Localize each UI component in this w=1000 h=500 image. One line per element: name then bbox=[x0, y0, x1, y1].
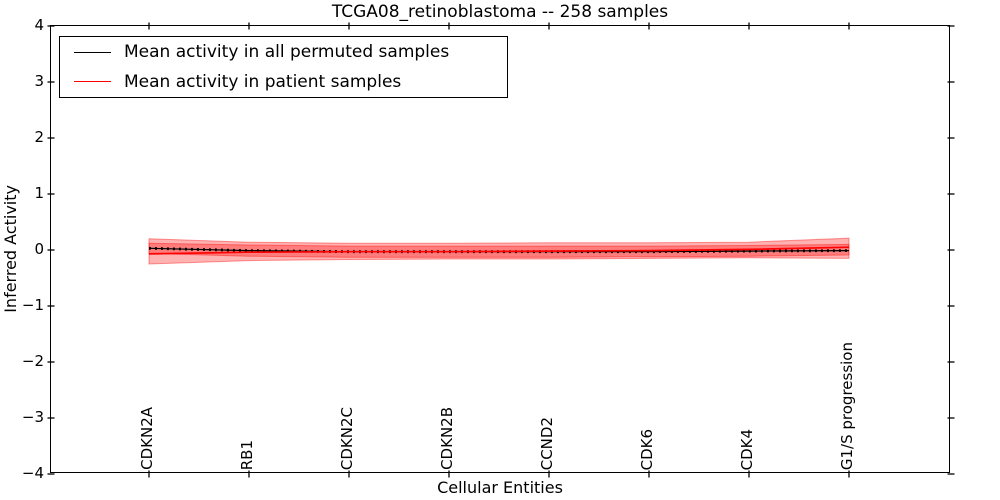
legend-label-permuted: Mean activity in all permuted samples bbox=[124, 42, 450, 63]
y-tick-label: −3 bbox=[21, 408, 44, 426]
y-tick-label: 3 bbox=[34, 72, 44, 90]
plot-area bbox=[47, 22, 955, 478]
legend-row-patient: Mean activity in patient samples bbox=[60, 67, 507, 96]
y-tick-label: 1 bbox=[34, 184, 44, 202]
x-axis-label: Cellular Entities bbox=[437, 478, 563, 497]
band-permuted-samples-spread bbox=[148, 242, 850, 258]
legend-line-sample-black bbox=[74, 51, 111, 53]
x-tick-label: CDKN2B bbox=[438, 407, 456, 470]
series-line-patient bbox=[148, 246, 850, 255]
y-tick-label: 4 bbox=[34, 16, 44, 34]
legend: Mean activity in all permuted samples Me… bbox=[59, 36, 508, 98]
x-tick-label: CCND2 bbox=[538, 416, 556, 470]
legend-label-patient: Mean activity in patient samples bbox=[124, 71, 402, 92]
y-tick-label: −2 bbox=[21, 352, 44, 370]
chart-title: TCGA08_retinoblastoma -- 258 samples bbox=[331, 2, 669, 22]
x-tick-label: G1/S progression bbox=[838, 341, 856, 470]
y-tick-label: −1 bbox=[21, 296, 44, 314]
legend-line-sample-red bbox=[74, 81, 111, 83]
y-tick-label: 0 bbox=[34, 240, 44, 258]
plot-svg bbox=[47, 22, 955, 478]
legend-row-permuted: Mean activity in all permuted samples bbox=[60, 38, 507, 67]
series-markers-permuted bbox=[148, 246, 850, 254]
y-tick-label: 2 bbox=[34, 128, 44, 146]
x-tick-label: CDKN2A bbox=[138, 407, 156, 470]
x-tick-label: CDK4 bbox=[738, 428, 756, 470]
y-tick-label: −4 bbox=[21, 464, 44, 482]
x-tick-label: CDKN2C bbox=[338, 406, 356, 470]
x-tick-label: CDK6 bbox=[638, 428, 656, 470]
x-tick-label: RB1 bbox=[238, 439, 256, 470]
